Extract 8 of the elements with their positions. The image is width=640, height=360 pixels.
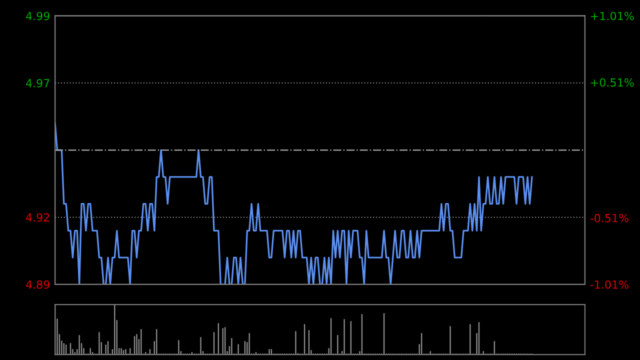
y2-tick-label: -1.01% <box>590 280 629 289</box>
y-tick-label: 4.89 <box>26 280 50 289</box>
y2-tick-label: +0.51% <box>591 78 634 87</box>
y-tick-label: 4.97 <box>26 78 50 88</box>
y2-tick-label: +1.01% <box>591 12 634 20</box>
y2-tick-label: -0.51% <box>590 214 629 222</box>
y-tick-label: 4.92 <box>26 213 50 222</box>
y-tick-label: 4.99 <box>26 12 50 20</box>
